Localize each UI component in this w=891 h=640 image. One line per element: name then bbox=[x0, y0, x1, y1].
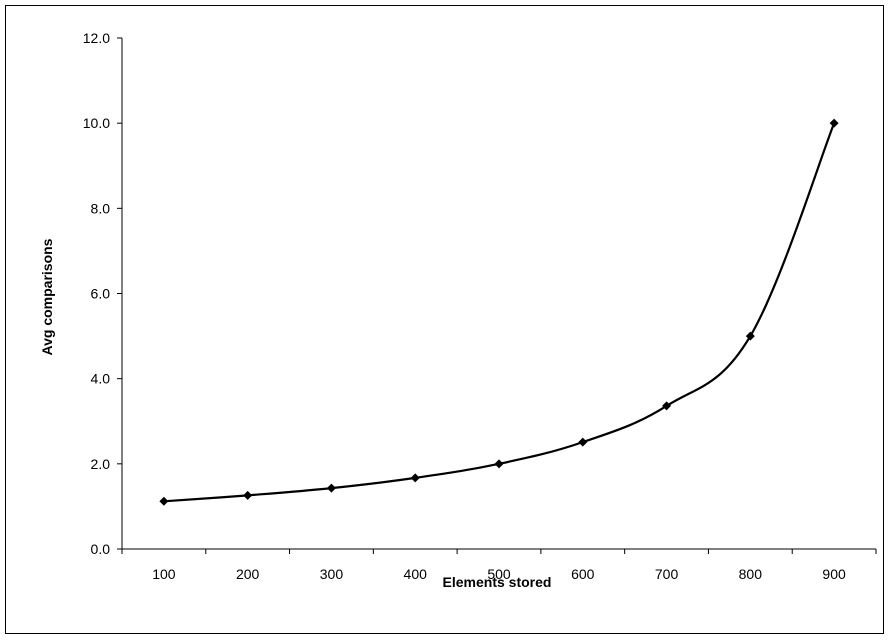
y-axis-title: Avg comparisons bbox=[39, 238, 55, 355]
series-layer bbox=[159, 118, 839, 506]
x-tick-label: 700 bbox=[655, 566, 679, 582]
data-point-marker bbox=[578, 437, 588, 447]
x-tick-label: 800 bbox=[739, 566, 763, 582]
data-point-marker bbox=[745, 331, 755, 341]
y-tick-label: 2.0 bbox=[91, 456, 111, 472]
tick-labels: 0.0 2.0 4.0 6.0 8.0 10.0 12.0 100 200 300 400 500 60… bbox=[83, 30, 846, 582]
data-point-marker bbox=[494, 459, 504, 469]
x-axis-title: Elements stored bbox=[443, 574, 552, 590]
x-tick-label: 100 bbox=[152, 566, 176, 582]
x-tick-label: 300 bbox=[320, 566, 344, 582]
ticks bbox=[117, 37, 877, 554]
y-tick-label: 8.0 bbox=[91, 200, 111, 216]
data-point-marker bbox=[662, 401, 672, 411]
x-tick-label: 600 bbox=[571, 566, 595, 582]
chart-frame bbox=[5, 5, 884, 634]
x-tick-label: 200 bbox=[236, 566, 260, 582]
y-tick-label: 6.0 bbox=[91, 286, 111, 302]
y-tick-label: 4.0 bbox=[91, 371, 111, 387]
data-point-marker bbox=[326, 483, 336, 493]
data-point-marker bbox=[243, 490, 253, 500]
y-tick-label: 0.0 bbox=[91, 541, 111, 557]
x-tick-label: 400 bbox=[404, 566, 428, 582]
data-point-marker bbox=[829, 118, 839, 128]
y-tick-label: 10.0 bbox=[83, 115, 110, 131]
data-point-marker bbox=[159, 496, 169, 506]
data-point-marker bbox=[410, 473, 420, 483]
y-tick-label: 12.0 bbox=[83, 30, 110, 46]
x-tick-label: 500 bbox=[487, 566, 511, 582]
series-line bbox=[163, 122, 836, 503]
axes bbox=[121, 38, 876, 550]
x-tick-label: 900 bbox=[822, 566, 846, 582]
